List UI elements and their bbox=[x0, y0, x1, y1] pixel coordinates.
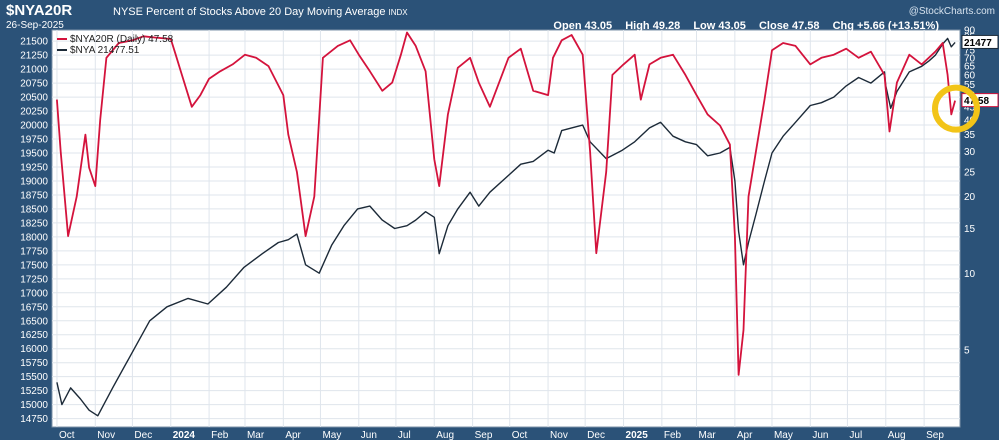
plot-area bbox=[51, 29, 961, 428]
right-tick-label: 55 bbox=[964, 80, 976, 91]
series-line-nya20r bbox=[56, 31, 956, 376]
right-tick-label: 90 bbox=[964, 26, 976, 37]
x-tick-label: Apr bbox=[737, 430, 753, 440]
left-tick-label: 19500 bbox=[20, 149, 48, 160]
chart-date: 26-Sep-2025 bbox=[6, 20, 64, 31]
left-tick-label: 18500 bbox=[20, 204, 48, 215]
left-tick-label: 15000 bbox=[20, 400, 48, 411]
chg-value: +5.66 (+13.51%) bbox=[857, 20, 939, 32]
left-tick-label: 17250 bbox=[20, 274, 48, 285]
left-tick-label: 14750 bbox=[20, 414, 48, 425]
right-tick-label: 35 bbox=[964, 130, 976, 141]
left-tick-label: 21500 bbox=[20, 37, 48, 48]
left-tick-label: 18000 bbox=[20, 232, 48, 243]
x-tick-label: Jun bbox=[812, 430, 828, 440]
x-tick-label: Nov bbox=[97, 430, 115, 440]
x-tick-label: Feb bbox=[211, 430, 229, 440]
x-tick-label: Dec bbox=[587, 430, 605, 440]
legend-nya: $NYA 21477.51 bbox=[57, 45, 139, 56]
x-tick-label: Nov bbox=[550, 430, 568, 440]
legend-swatch-nya20r bbox=[57, 38, 67, 41]
right-tick-label: 15 bbox=[964, 224, 976, 235]
right-tick-label: 45 bbox=[964, 102, 976, 113]
left-tick-label: 16500 bbox=[20, 316, 48, 327]
x-tick-label: Jun bbox=[361, 430, 377, 440]
series-line-nya bbox=[56, 37, 956, 417]
left-tick-label: 16000 bbox=[20, 344, 48, 355]
low-value: 43.05 bbox=[718, 20, 746, 32]
x-tick-label: Sep bbox=[475, 430, 493, 440]
left-tick-label: 19750 bbox=[20, 135, 48, 146]
right-tick-label: 70 bbox=[964, 53, 976, 64]
left-tick-label: 20000 bbox=[20, 121, 48, 132]
last-value-nya: 21477 bbox=[964, 38, 992, 49]
x-tick-label: Sep bbox=[926, 430, 944, 440]
left-tick-label: 17500 bbox=[20, 260, 48, 271]
left-tick-label: 15500 bbox=[20, 372, 48, 383]
left-tick-label: 20250 bbox=[20, 107, 48, 118]
x-tick-label: Oct bbox=[512, 430, 528, 440]
high-value: 49.28 bbox=[652, 20, 681, 32]
x-tick-label: Feb bbox=[664, 430, 682, 440]
x-tick-label: 2024 bbox=[173, 430, 196, 440]
left-tick-label: 15250 bbox=[20, 386, 48, 397]
left-tick-label: 19000 bbox=[20, 176, 48, 187]
stockcharts-brand[interactable]: @StockCharts.com bbox=[908, 6, 995, 17]
high-label: High bbox=[625, 20, 650, 32]
legend-label-nya: $NYA 21477.51 bbox=[70, 45, 140, 56]
chart-ticker: $NYA20R bbox=[6, 2, 73, 19]
right-tick-label: 75 bbox=[964, 46, 976, 57]
open-value: 43.05 bbox=[584, 20, 613, 32]
low-label: Low bbox=[693, 20, 716, 32]
x-tick-label: May bbox=[322, 430, 341, 440]
close-value: 47.58 bbox=[792, 20, 820, 32]
right-tick-label: 5 bbox=[964, 346, 970, 357]
left-tick-label: 21000 bbox=[20, 65, 48, 76]
left-tick-label: 16250 bbox=[20, 330, 48, 341]
last-value-box-nya bbox=[961, 34, 999, 49]
right-tick-label: 20 bbox=[964, 192, 976, 203]
highlight-circle bbox=[932, 84, 980, 133]
subtitle-text: NYSE Percent of Stocks Above 20 Day Movi… bbox=[113, 6, 386, 18]
open-label: Open bbox=[553, 20, 582, 32]
chart-subtitle: NYSE Percent of Stocks Above 20 Day Movi… bbox=[113, 6, 408, 18]
left-tick-label: 15750 bbox=[20, 358, 48, 369]
right-tick-label: 30 bbox=[964, 147, 976, 158]
right-tick-label: 60 bbox=[964, 70, 976, 81]
right-tick-label: 25 bbox=[964, 167, 976, 178]
chg-label: Chg bbox=[832, 20, 854, 32]
right-tick-label: 10 bbox=[964, 269, 976, 280]
x-tick-label: Aug bbox=[436, 430, 454, 440]
x-tick-label: Oct bbox=[59, 430, 75, 440]
legend-label-nya20r: $NYA20R (Daily) 47.58 bbox=[70, 34, 174, 45]
left-tick-label: 17000 bbox=[20, 288, 48, 299]
legend-nya20r: $NYA20R (Daily) 47.58 bbox=[57, 34, 173, 45]
left-tick-label: 18750 bbox=[20, 190, 48, 201]
x-tick-label: Mar bbox=[247, 430, 265, 440]
left-tick-label: 20500 bbox=[20, 93, 48, 104]
legend-swatch-nya bbox=[57, 49, 67, 52]
left-tick-label: 17750 bbox=[20, 246, 48, 257]
x-tick-label: Dec bbox=[134, 430, 152, 440]
close-label: Close bbox=[758, 20, 789, 32]
x-tick-label: May bbox=[774, 430, 793, 440]
left-tick-label: 19250 bbox=[20, 162, 48, 173]
x-tick-label: Jul bbox=[398, 430, 411, 440]
x-tick-label: Jul bbox=[849, 430, 862, 440]
x-tick-label: 2025 bbox=[626, 430, 649, 440]
left-tick-label: 16750 bbox=[20, 302, 48, 313]
x-tick-label: Aug bbox=[888, 430, 906, 440]
right-tick-label: 65 bbox=[964, 62, 976, 73]
left-tick-label: 18250 bbox=[20, 218, 48, 229]
gridlines bbox=[52, 30, 960, 427]
ohlc-readout: Open 43.05 High 49.28 Low 43.05 Close 47… bbox=[553, 20, 939, 32]
exchange-label: INDX bbox=[388, 8, 408, 17]
x-tick-label: Apr bbox=[285, 430, 301, 440]
x-tick-label: Mar bbox=[699, 430, 717, 440]
left-tick-label: 21250 bbox=[20, 51, 48, 62]
left-tick-label: 20750 bbox=[20, 79, 48, 90]
